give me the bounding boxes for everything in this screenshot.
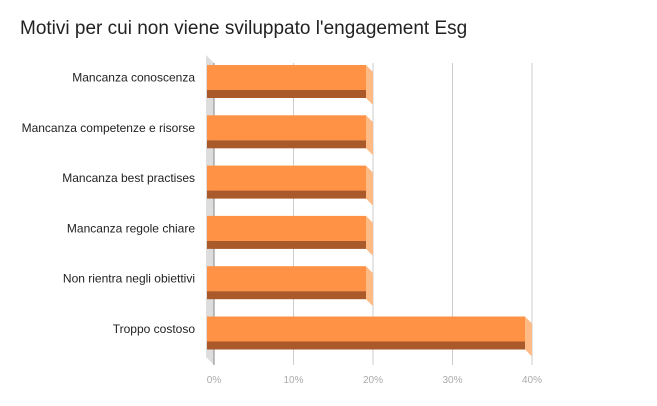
bar-bottom — [207, 341, 525, 350]
bar — [207, 215, 366, 241]
bar-bottom — [207, 90, 366, 98]
bar-side-face — [366, 266, 373, 307]
bar-side-face — [525, 316, 532, 357]
x-tick-label: 10% — [283, 375, 303, 386]
bar — [207, 65, 366, 90]
category-label: Mancanza conoscenza — [72, 71, 195, 85]
x-tick-label: 30% — [442, 375, 462, 386]
bar — [207, 165, 366, 191]
bar-bottom — [207, 240, 366, 249]
category-label: Troppo costoso — [113, 322, 196, 336]
bar-side-face — [366, 115, 373, 156]
bar — [207, 316, 525, 342]
x-tick-label: 40% — [522, 375, 542, 386]
bar-bottom — [207, 291, 366, 300]
category-label: Mancanza regole chiare — [67, 221, 195, 235]
bar — [207, 266, 366, 292]
x-tick-label: 20% — [363, 375, 383, 386]
bar-side-face — [366, 65, 373, 105]
bar-side-face — [366, 165, 373, 206]
bar-bottom — [207, 140, 366, 149]
x-tick-label: 0% — [207, 375, 222, 386]
bar — [207, 115, 366, 141]
bar-side-face — [366, 215, 373, 256]
category-label: Mancanza competenze e risorse — [22, 121, 196, 135]
bar-bottom — [207, 190, 366, 199]
category-label: Non rientra negli obiettivi — [63, 272, 195, 286]
chart-title: Motivi per cui non viene sviluppato l'en… — [20, 18, 468, 39]
category-label: Mancanza best practises — [62, 171, 195, 185]
